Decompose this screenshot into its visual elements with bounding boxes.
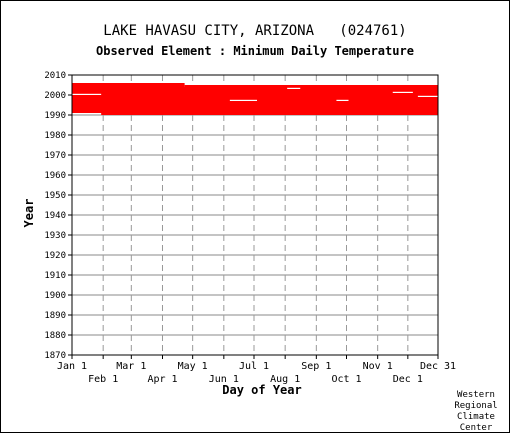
- y-tick-label: 1920: [44, 251, 66, 261]
- axis-layer: 2010 2000 1990 1980 1970 1960 1950 1940 1930 1920…: [44, 71, 456, 385]
- credit-line: Center: [459, 423, 493, 433]
- observed-band: [101, 113, 439, 115]
- x-tick-label: Oct 1: [331, 374, 361, 385]
- credit-line: Climate: [457, 412, 495, 422]
- y-tick-label: 1960: [44, 171, 66, 181]
- y-axis-label: Year: [22, 199, 36, 228]
- observed-band: [72, 83, 185, 87]
- x-tick-label: Dec 31: [420, 361, 456, 372]
- data-layer: [72, 83, 439, 115]
- y-tick-label: 1950: [44, 191, 66, 201]
- x-tick-label: Aug 1: [270, 374, 300, 385]
- x-tick-label: Sep 1: [301, 361, 331, 372]
- y-tick-label: 1970: [44, 151, 66, 161]
- x-tick-label: May 1: [178, 361, 208, 372]
- y-tick-label: 1990: [44, 111, 66, 121]
- missing-gap: [392, 91, 413, 93]
- y-tick-label: 1910: [44, 271, 66, 281]
- x-tick-label: Feb 1: [88, 374, 118, 385]
- credit-line: Regional: [454, 401, 498, 411]
- x-tick-label: Jan 1: [57, 361, 87, 372]
- x-axis-label: Day of Year: [222, 383, 301, 397]
- missing-gap: [336, 99, 349, 101]
- x-tick-label: Dec 1: [393, 374, 423, 385]
- missing-gap: [417, 95, 438, 97]
- x-tick-label: Nov 1: [363, 361, 393, 372]
- y-tick-label: 1980: [44, 131, 66, 141]
- credit-block: Western Regional Climate Center: [446, 390, 506, 434]
- chart-subtitle: Observed Element : Minimum Daily Tempera…: [96, 44, 414, 58]
- missing-gap: [229, 99, 258, 101]
- observed-band: [72, 95, 438, 113]
- y-tick-label: 1940: [44, 211, 66, 221]
- x-tick-label: Jul 1: [239, 361, 269, 372]
- x-tick-label: Mar 1: [116, 361, 146, 372]
- y-tick-label: 1880: [44, 331, 66, 341]
- missing-gap: [72, 93, 102, 95]
- chart-title: LAKE HAVASU CITY, ARIZONA (024761): [103, 23, 407, 39]
- y-tick-label: 1890: [44, 311, 66, 321]
- y-tick-label: 2010: [44, 71, 66, 81]
- credit-line: Western: [457, 390, 495, 400]
- y-tick-label: 1870: [44, 351, 66, 361]
- observed-band: [72, 87, 438, 95]
- missing-gap: [287, 87, 301, 89]
- x-tick-label: Apr 1: [147, 374, 177, 385]
- y-tick-label: 1930: [44, 231, 66, 241]
- x-tick-label: Jun 1: [209, 374, 239, 385]
- y-tick-label: 2000: [44, 91, 66, 101]
- y-tick-label: 1900: [44, 291, 66, 301]
- plot-area: [71, 74, 439, 356]
- observed-band: [184, 85, 438, 87]
